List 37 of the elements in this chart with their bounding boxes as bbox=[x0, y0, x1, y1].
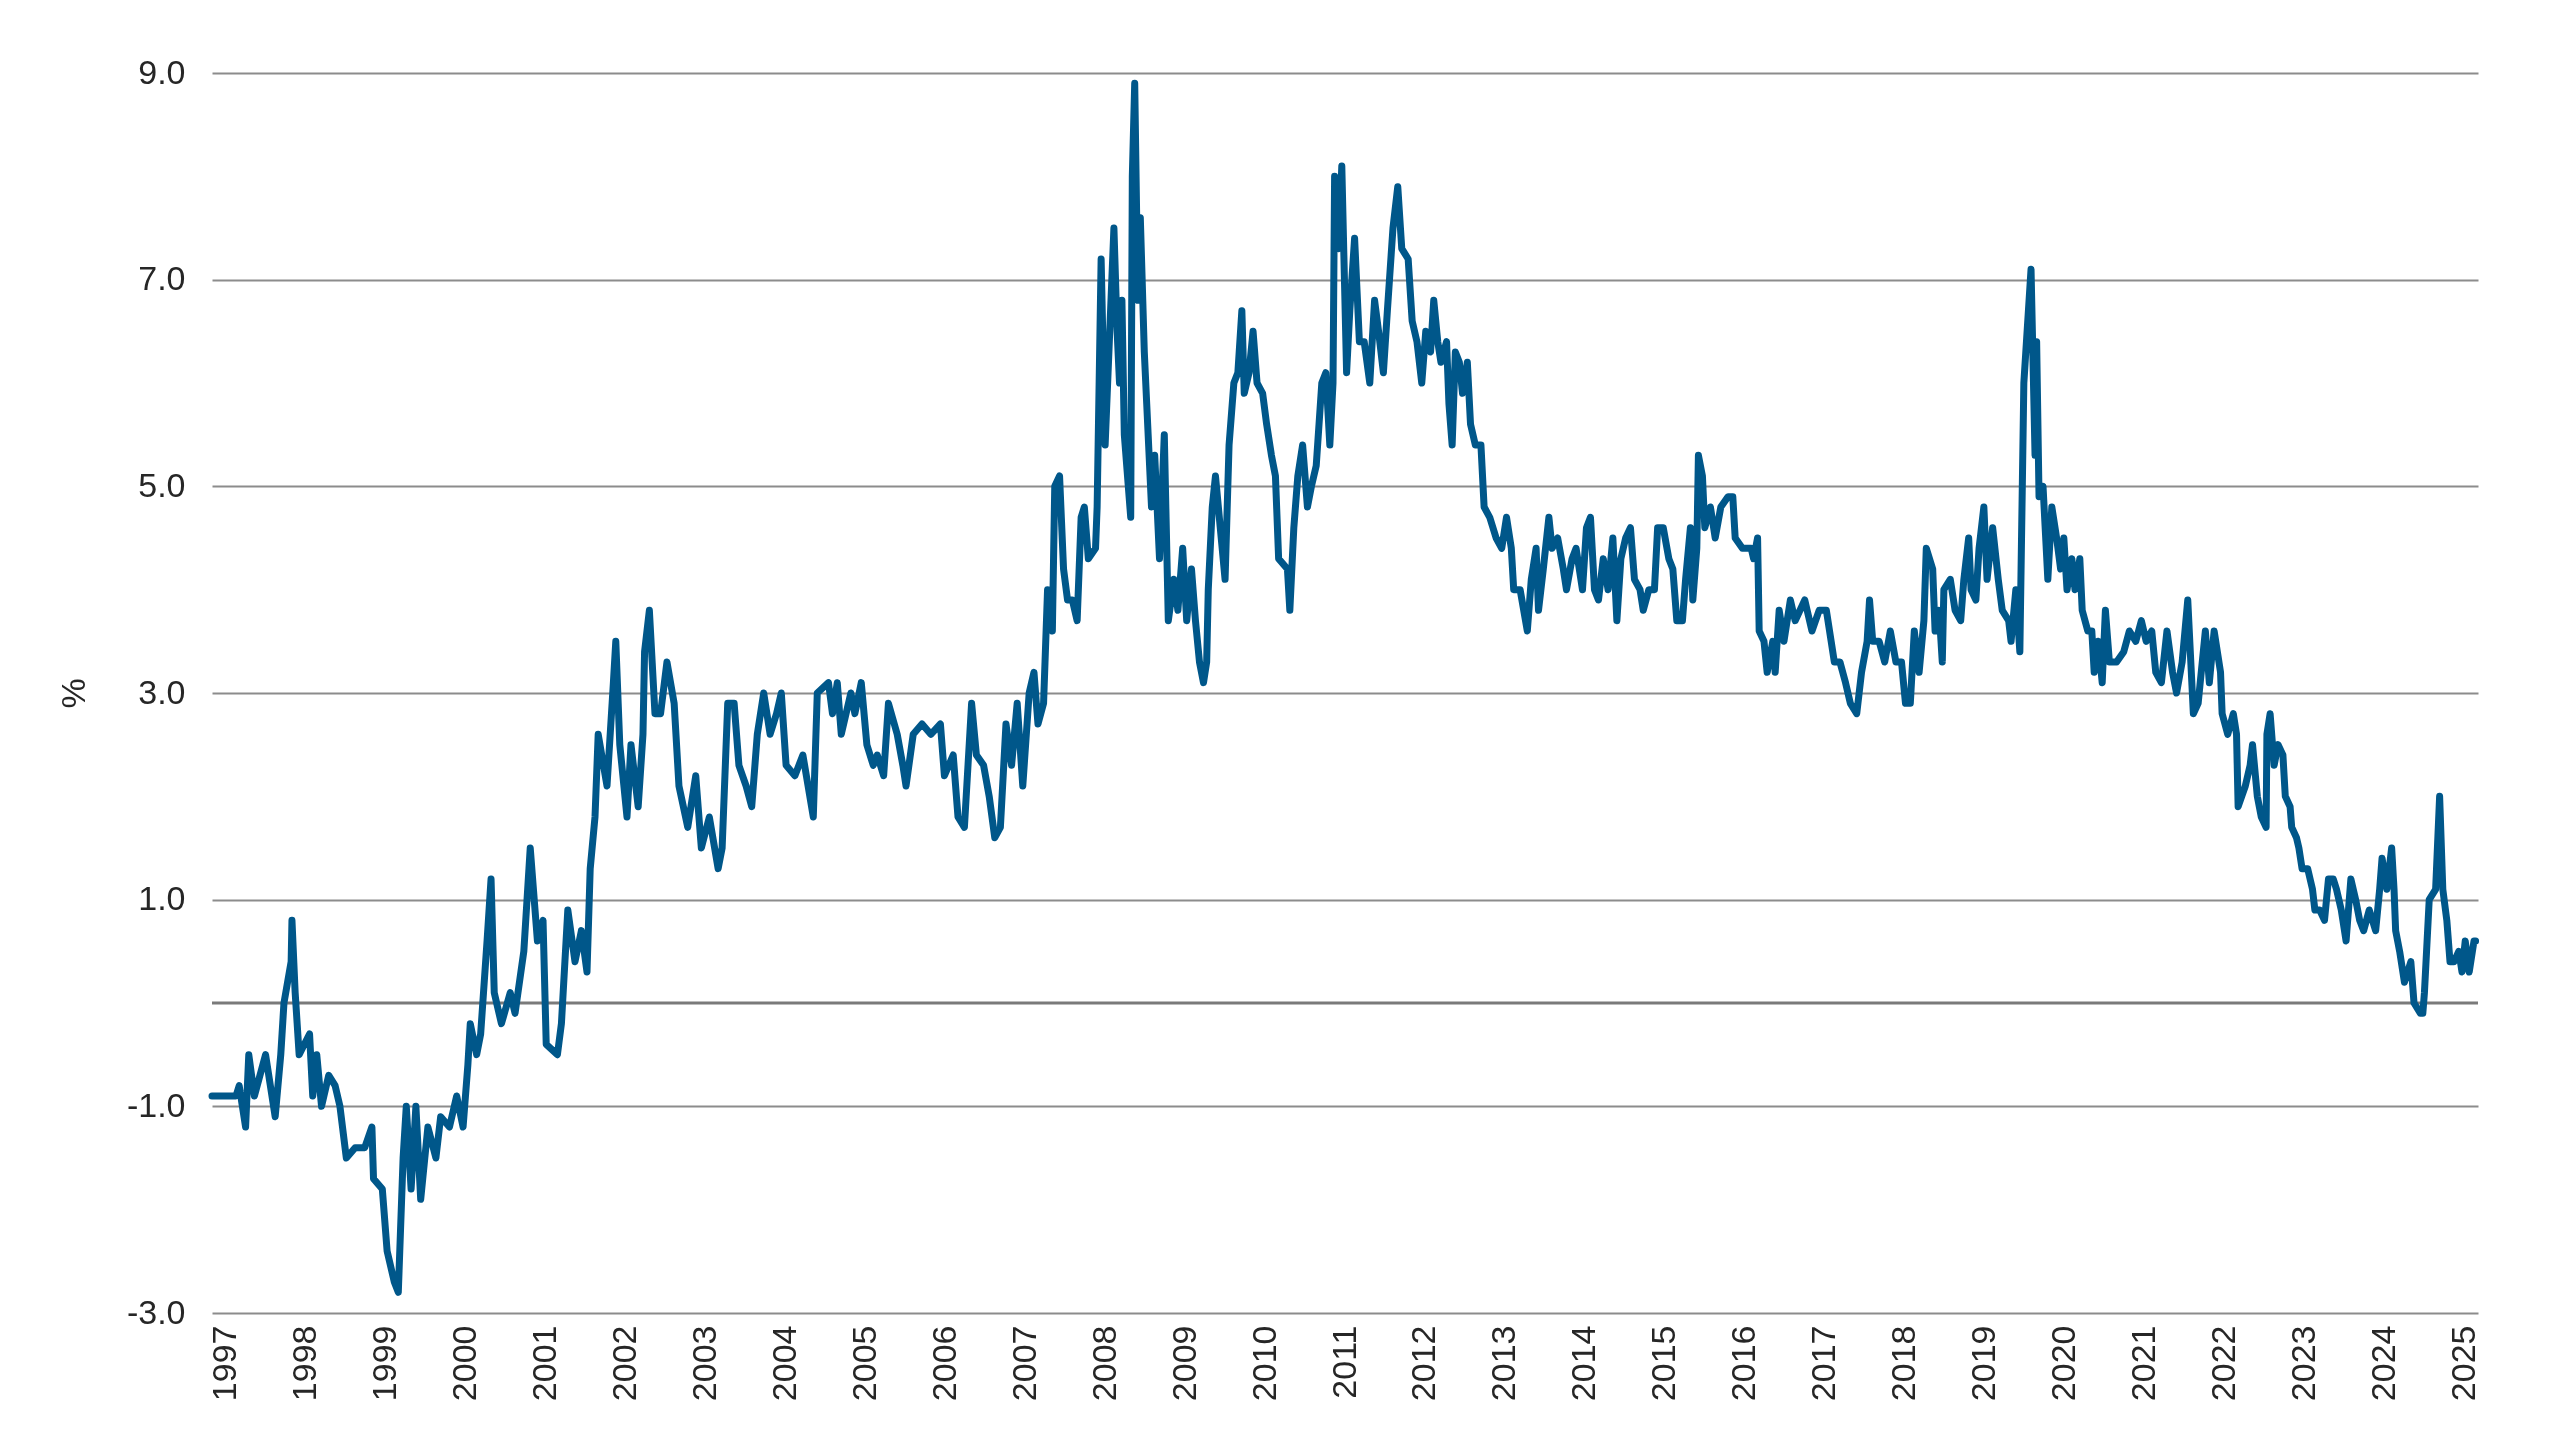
x-tick-label: 2005 bbox=[844, 1325, 883, 1402]
x-tick-label: 2008 bbox=[1084, 1325, 1123, 1402]
x-tick-label: 2025 bbox=[2443, 1325, 2482, 1402]
x-tick-label: 2016 bbox=[1724, 1325, 1763, 1402]
x-tick-label: 2011 bbox=[1324, 1325, 1363, 1399]
x-tick-label: 2003 bbox=[684, 1325, 723, 1402]
x-tick-label: 1998 bbox=[285, 1325, 324, 1402]
x-tick-label: 2020 bbox=[2044, 1325, 2083, 1402]
x-tick-label: 1997 bbox=[205, 1325, 244, 1402]
x-tick-label: 2004 bbox=[764, 1325, 803, 1402]
y-tick-label: 7.0 bbox=[138, 259, 186, 298]
x-tick-label: 2022 bbox=[2204, 1325, 2243, 1402]
x-tick-label: 2024 bbox=[2363, 1325, 2402, 1402]
y-axis-title: % bbox=[53, 678, 92, 709]
x-tick-label: 2023 bbox=[2283, 1325, 2322, 1402]
x-tick-label: 2015 bbox=[1644, 1325, 1683, 1402]
x-tick-label: 2007 bbox=[1004, 1325, 1043, 1402]
y-tick-label: 3.0 bbox=[138, 672, 186, 711]
x-tick-label: 2002 bbox=[604, 1325, 643, 1402]
x-tick-label: 2013 bbox=[1484, 1325, 1523, 1402]
x-tick-label: 2018 bbox=[1884, 1325, 1923, 1402]
x-tick-label: 2010 bbox=[1244, 1325, 1283, 1402]
y-tick-label: 5.0 bbox=[138, 465, 186, 504]
x-tick-label: 2021 bbox=[2124, 1325, 2163, 1402]
x-tick-label: 2001 bbox=[524, 1325, 563, 1402]
y-tick-label: -1.0 bbox=[126, 1085, 186, 1124]
x-tick-label: 2014 bbox=[1564, 1325, 1603, 1402]
x-tick-label: 2000 bbox=[444, 1325, 483, 1402]
x-tick-label: 2006 bbox=[924, 1325, 963, 1402]
x-tick-label: 2009 bbox=[1164, 1325, 1203, 1402]
x-tick-label: 2019 bbox=[1964, 1325, 2003, 1402]
x-tick-label: 2017 bbox=[1804, 1325, 1843, 1402]
y-tick-label: -3.0 bbox=[126, 1292, 186, 1331]
y-tick-label: 9.0 bbox=[138, 52, 186, 91]
y-tick-label: 1.0 bbox=[138, 879, 186, 918]
x-tick-label: 1999 bbox=[365, 1325, 404, 1402]
x-tick-label: 2012 bbox=[1404, 1325, 1443, 1402]
